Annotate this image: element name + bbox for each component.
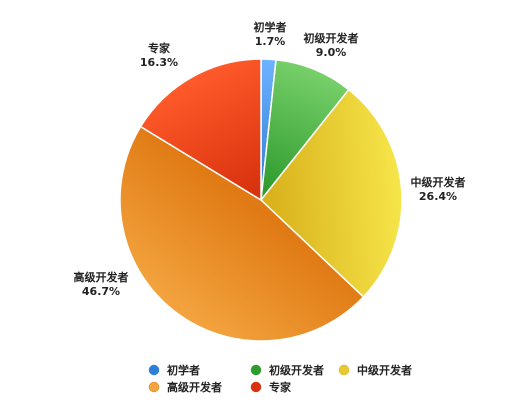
pie-slice-2 <box>259 88 403 298</box>
slice-label-name-0: 初学者 <box>254 20 287 34</box>
pie-slices <box>119 58 403 342</box>
slice-label-name-4: 专家 <box>148 41 171 55</box>
slice-label-value-4: 16.3% <box>140 56 178 69</box>
legend-marker-0[interactable] <box>148 364 160 376</box>
slice-label-name-3: 高级开发者 <box>74 270 129 284</box>
legend-marker-2[interactable] <box>338 364 350 376</box>
pie-slice-3 <box>119 125 365 342</box>
slice-label-value-1: 9.0% <box>316 46 347 59</box>
slice-label-value-0: 1.7% <box>255 35 286 48</box>
pie-slice-1 <box>259 58 350 203</box>
legend-label-1[interactable]: 初级开发者 <box>269 363 324 377</box>
slice-label-name-1: 初级开发者 <box>304 31 359 45</box>
legend-label-4[interactable]: 专家 <box>269 380 292 394</box>
legend-label-0[interactable]: 初学者 <box>167 363 200 377</box>
legend-marker-1[interactable] <box>250 364 262 376</box>
slice-label-value-2: 26.4% <box>419 190 457 203</box>
legend-marker-3[interactable] <box>148 381 160 393</box>
legend-label-2[interactable]: 中级开发者 <box>357 363 412 377</box>
slice-label-name-2: 中级开发者 <box>411 175 466 189</box>
legend-label-3[interactable]: 高级开发者 <box>167 380 222 394</box>
slice-label-value-3: 46.7% <box>82 285 120 298</box>
legend-marker-4[interactable] <box>250 381 262 393</box>
pie-slice-4 <box>139 58 262 202</box>
